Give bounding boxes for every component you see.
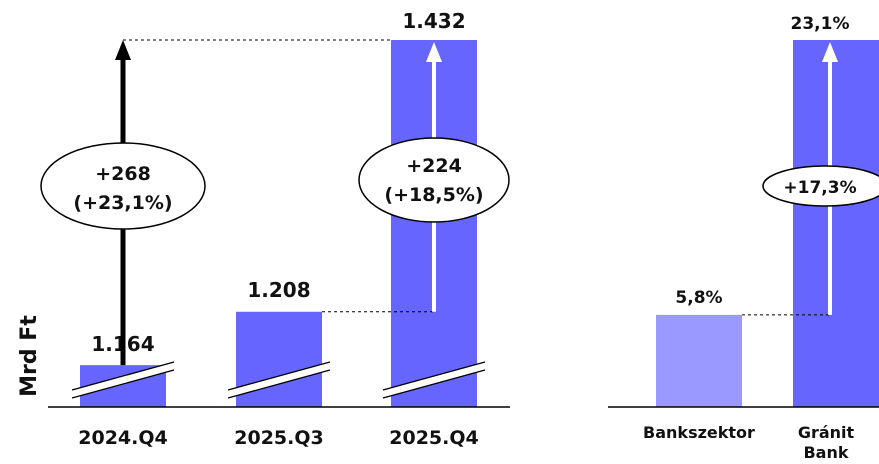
axis-break-0-line-bottom [71,369,175,399]
annotation-text: +224 [406,155,462,177]
value-label: 23,1% [791,14,850,34]
axis-break-0-gap [72,362,174,398]
value-label: 1.432 [402,9,465,33]
change-arrow-gap-head [822,42,838,62]
x-tick-label: Bankszektor [643,423,755,442]
change-arrow-yoy-head [115,40,131,60]
annotation-bubble-qoq [358,137,510,223]
x-tick-label: 2024.Q4 [78,427,167,449]
x-tick-label: 2025.Q3 [234,427,323,449]
x-tick-label: 2025.Q4 [389,427,478,449]
value-label: 1.208 [247,278,310,302]
annotation-bubble-yoy [40,142,206,230]
axis-break-1-line-bottom [227,369,331,399]
annotation-text: (+18,5%) [384,184,483,206]
axis-break-2-line-top [382,361,486,391]
axis-break-0-line-top [71,361,175,391]
value-label: 5,8% [675,288,722,308]
x-tick-label: Gránit [798,423,855,442]
axis-break-2-line-bottom [382,369,486,399]
axis-break-1 [227,361,331,399]
annotation-bubble-gap [762,165,879,207]
y-axis-label: Mrd Ft [17,315,42,397]
annotation-text: (+23,1%) [73,192,172,214]
annotation-text: +268 [95,163,151,185]
bar-Bankszektor [656,314,742,407]
left-chart: 2024.Q42025.Q32025.Q41.1641.2081.432+268… [40,9,510,449]
x-tick-label: Bank [803,443,848,462]
axis-break-0 [71,361,175,399]
axis-break-2-gap [383,362,485,398]
axis-break-1-gap [228,362,330,398]
annotation-text: +17,3% [783,178,856,198]
bar-Gránit-Bank [793,40,879,407]
change-arrow-qoq-head [426,42,442,62]
axis-break-1-line-top [227,361,331,391]
axis-break-2 [382,361,486,399]
